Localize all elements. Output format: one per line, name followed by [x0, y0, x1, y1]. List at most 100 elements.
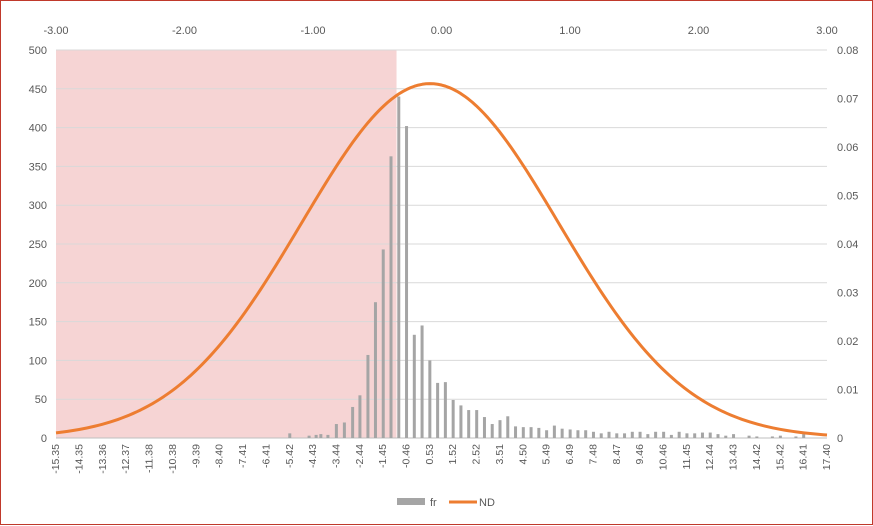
bar [288, 433, 292, 438]
bar [381, 249, 385, 438]
bar [412, 334, 416, 438]
category-tick-label: -8.40 [214, 444, 226, 468]
category-tick-label: 11.45 [681, 444, 693, 470]
right-tick-label: 0.08 [837, 45, 858, 57]
category-tick-label: 1.52 [447, 444, 459, 465]
bar [716, 434, 720, 438]
left-tick-label: 100 [29, 355, 47, 367]
top-axis: -3.00 -2.00 -1.00 0.00 1.00 2.00 3.00 [43, 25, 837, 37]
left-tick-label: 350 [29, 161, 47, 173]
bar [358, 395, 362, 438]
bar [342, 422, 346, 438]
bar [623, 433, 627, 438]
bar [545, 430, 549, 438]
category-tick-label: -2.44 [354, 444, 366, 468]
top-tick-label: -3.00 [43, 25, 68, 37]
bar [584, 430, 588, 438]
right-tick-label: 0.05 [837, 191, 858, 203]
bar [351, 406, 355, 438]
category-tick-label: -0.46 [401, 444, 413, 468]
category-tick-label: 15.42 [774, 444, 786, 470]
bar [459, 405, 463, 438]
bar [669, 434, 673, 438]
top-tick-label: 1.00 [559, 25, 580, 37]
left-tick-label: 50 [35, 394, 47, 406]
category-tick-label: -10.38 [167, 444, 179, 474]
left-tick-label: 250 [29, 239, 47, 251]
category-tick-label: 9.46 [634, 444, 646, 465]
category-tick-label: -6.41 [260, 444, 272, 468]
nd-curve [55, 82, 828, 437]
bar [498, 420, 502, 438]
bar [428, 360, 432, 438]
bar [560, 428, 564, 438]
bar [591, 431, 595, 438]
right-tick-label: 0.07 [837, 94, 858, 106]
bar [662, 431, 666, 438]
category-tick-label: 12.44 [704, 444, 716, 470]
legend: fr ND [397, 497, 495, 509]
left-tick-label: 200 [29, 278, 47, 290]
bar [677, 431, 681, 438]
bar [770, 436, 774, 438]
bar [307, 435, 311, 438]
category-tick-label: -12.37 [120, 444, 132, 474]
left-tick-label: 500 [29, 45, 47, 57]
category-axis: -15.35 -14.35 -13.36 -12.37 -11.38 -10.38 -9.3… [50, 444, 833, 474]
bar [451, 399, 455, 438]
bar [599, 433, 603, 438]
line-layer [55, 82, 828, 437]
category-tick-label: -7.41 [237, 444, 249, 468]
bar [467, 410, 471, 438]
bar [700, 432, 704, 438]
bar [506, 416, 510, 438]
top-tick-label: 3.00 [816, 25, 837, 37]
bar [576, 430, 580, 438]
bar [724, 435, 728, 438]
bar [708, 432, 712, 438]
bar [373, 302, 377, 438]
category-tick-label: -3.44 [330, 444, 342, 468]
gridlines-layer [56, 49, 827, 439]
bar [405, 126, 409, 438]
category-tick-label: 6.49 [564, 444, 576, 465]
top-tick-label: 2.00 [688, 25, 709, 37]
category-tick-label: 3.51 [494, 444, 506, 465]
left-tick-label: 300 [29, 200, 47, 212]
bar [568, 429, 572, 438]
bar [646, 434, 650, 438]
bar [693, 433, 697, 438]
top-tick-label: -2.00 [172, 25, 197, 37]
right-tick-label: 0.01 [837, 385, 858, 397]
right-tick-label: 0.04 [837, 239, 858, 251]
left-axis: 0 50 100 150 200 250 300 350 400 450 500 [29, 45, 47, 445]
left-tick-label: 0 [41, 433, 47, 445]
category-tick-label: -13.36 [97, 444, 109, 474]
bar [654, 431, 658, 438]
bar [755, 436, 759, 438]
bar [475, 410, 479, 438]
category-tick-label: 8.47 [611, 444, 623, 465]
category-tick-label: -4.43 [307, 444, 319, 468]
bar [443, 382, 447, 438]
bar [490, 424, 494, 438]
right-tick-label: 0.02 [837, 336, 858, 348]
bar [436, 382, 440, 438]
category-tick-label: 2.52 [471, 444, 483, 465]
category-tick-label: 16.41 [798, 444, 810, 470]
bar [794, 436, 798, 438]
category-tick-label: -1.45 [377, 444, 389, 468]
bar [334, 424, 338, 438]
bar [630, 431, 634, 438]
legend-label-fr: fr [430, 497, 437, 509]
bar [537, 427, 541, 438]
category-tick-label: 13.43 [728, 444, 740, 470]
category-tick-label: 4.50 [517, 444, 529, 465]
bar [420, 325, 424, 438]
bar [314, 434, 318, 438]
category-tick-label: -11.38 [143, 444, 155, 473]
category-tick-label: 17.40 [821, 444, 833, 470]
bar [615, 433, 619, 438]
